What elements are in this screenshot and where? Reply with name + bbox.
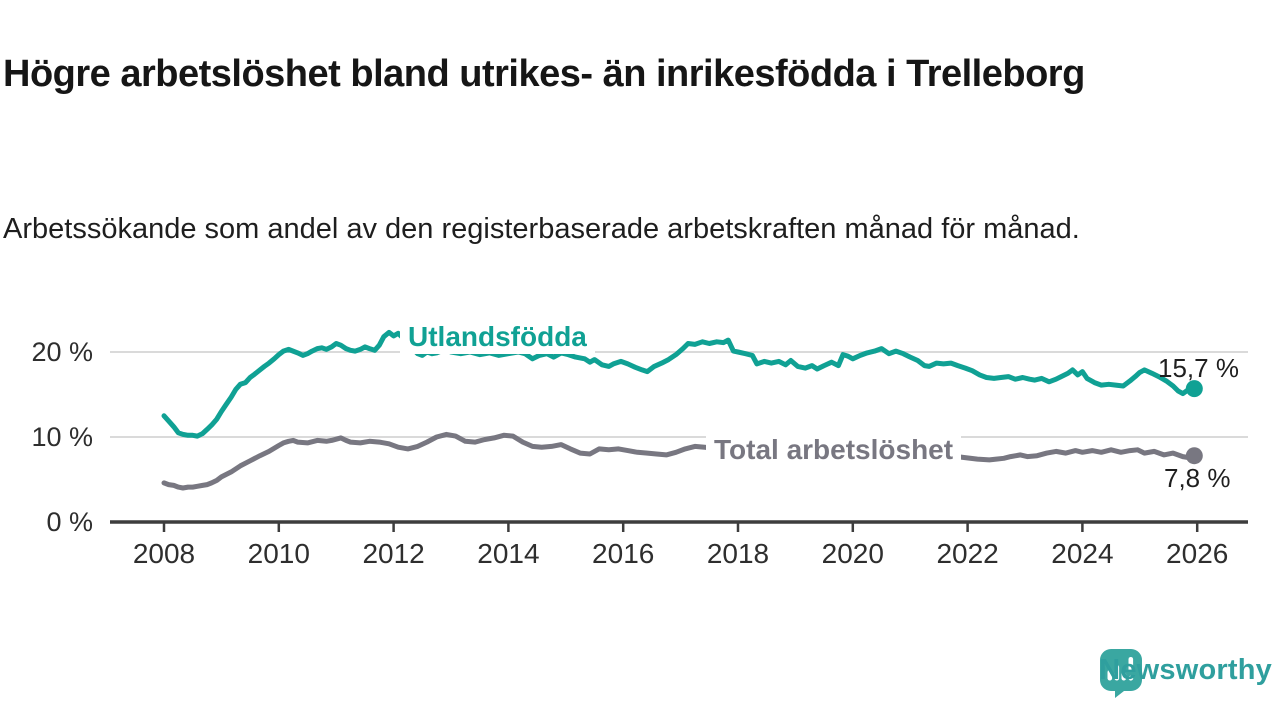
series-label-utlandsfodda: Utlandsfödda [400,320,595,354]
y-tick-label: 0 % [46,507,93,537]
x-tick-label: 2018 [707,538,769,569]
page-subtitle: Arbetssökande som andel av den registerb… [3,213,1080,245]
series-end-dot-utlandsfodda [1185,380,1203,398]
x-tick-label: 2020 [822,538,884,569]
bar-chart-speech-bubble-icon [1100,649,1143,698]
page-title: Högre arbetslöshet bland utrikes- än inr… [3,53,1085,96]
x-tick-label: 2016 [592,538,654,569]
x-tick-label: 2022 [936,538,998,569]
x-tick-label: 2024 [1051,538,1113,569]
y-tick-label: 10 % [31,422,93,452]
x-tick-label: 2008 [133,538,195,569]
series-line-total [161,431,1197,491]
series-line-utlandsfodda [161,329,1197,439]
end-value-label-utlandsfodda: 15,7 % [1158,353,1239,383]
series-label-total: Total arbetslöshet [706,433,962,467]
series-end-dot-total [1185,447,1203,465]
x-tick-label: 2010 [248,538,310,569]
newsworthy-logo-text: Newsworthy [1099,653,1272,686]
newsworthy-logo[interactable]: Newsworthy [1099,648,1272,698]
x-tick-label: 2026 [1166,538,1228,569]
x-tick-label: 2014 [477,538,539,569]
end-value-label-total: 7,8 % [1164,463,1231,493]
y-tick-label: 20 % [31,337,93,367]
x-tick-label: 2012 [362,538,424,569]
